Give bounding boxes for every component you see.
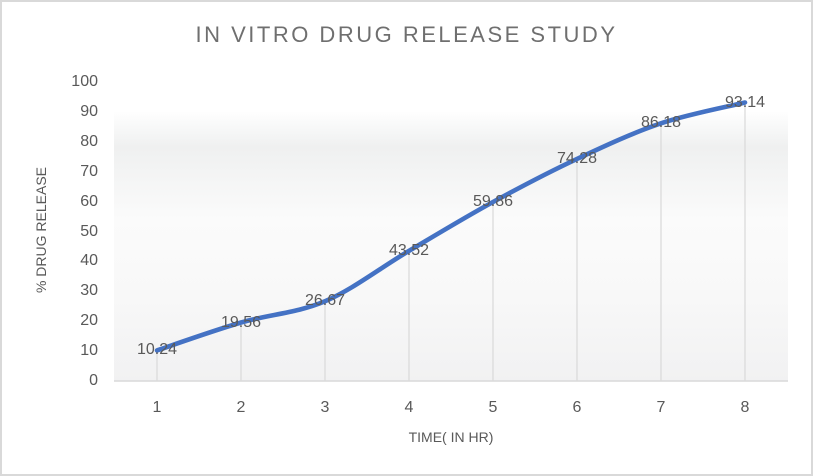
y-tick-label-30: 30: [80, 282, 98, 300]
y-tick-label-70: 70: [80, 162, 98, 180]
y-tick-label-10: 10: [80, 342, 98, 360]
y-tick-label-20: 20: [80, 312, 98, 330]
data-label-6: 74.28: [556, 149, 598, 167]
x-tick-label-7: 7: [656, 399, 666, 416]
data-label-2: 19.56: [220, 313, 262, 331]
data-label-5: 59.86: [472, 193, 514, 211]
data-label-3: 26.67: [304, 292, 346, 310]
x-axis-title: TIME( IN HR): [408, 429, 494, 445]
y-tick-label-0: 0: [89, 372, 98, 389]
data-label-4: 43.52: [388, 241, 430, 259]
y-tick-label-60: 60: [80, 192, 98, 210]
x-tick-label-6: 6: [572, 399, 582, 416]
y-tick-label-90: 90: [80, 102, 98, 120]
x-tick-label-1: 1: [152, 399, 162, 416]
chart-title: IN VITRO DRUG RELEASE STUDY: [195, 22, 618, 47]
data-label-8: 93.14: [724, 93, 766, 111]
y-tick-label-40: 40: [80, 252, 98, 270]
data-label-1: 10.24: [136, 341, 178, 359]
x-tick-label-5: 5: [488, 399, 498, 416]
series-line-drug-release: [154, 100, 748, 353]
y-tick-label-80: 80: [80, 132, 98, 150]
x-tick-label-2: 2: [236, 399, 246, 416]
data-label-7: 86.18: [640, 114, 682, 132]
y-tick-label-50: 50: [80, 222, 98, 240]
y-tick-label-100: 100: [71, 73, 98, 90]
plot-area-background: [114, 81, 788, 381]
x-tick-label-3: 3: [320, 399, 330, 416]
x-tick-label-4: 4: [404, 399, 414, 416]
x-tick-label-8: 8: [740, 399, 750, 416]
y-axis-title: % DRUG RELEASE: [33, 166, 49, 294]
